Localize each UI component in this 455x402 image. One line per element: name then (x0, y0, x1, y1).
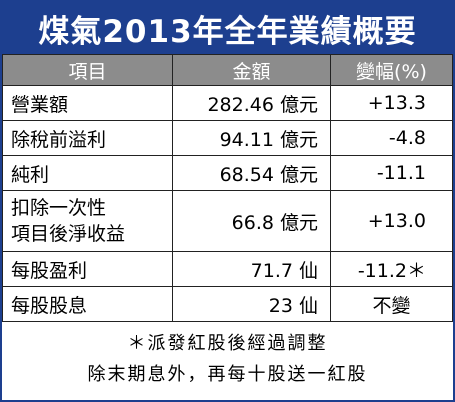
results-table: 項目 金額 變幅(%) 營業額 282.46 億元 +13.3 除稅前溢利 94.11 億元… (2, 54, 453, 322)
table-row: 每股股息 23 仙不變 (2, 286, 453, 322)
table-cell: +13.0 (330, 190, 453, 252)
table-cell: 營業額 (2, 85, 173, 121)
table-row: 純利 68.54 億元 -11.1 (2, 155, 453, 191)
header-row: 項目 金額 變幅(%) (2, 54, 453, 86)
column-header: 項目 (2, 54, 173, 86)
table-row: 扣除一次性 項目後淨收益 66.8 億元 +13.0 (2, 190, 453, 252)
cell-line: 項目後淨收益 (11, 223, 126, 245)
table-cell: 66.8 億元 (172, 190, 331, 252)
table-cell: 除稅前溢利 (2, 120, 173, 156)
footnote: ＊派發紅股後經過調整 (127, 333, 328, 354)
table-row: 每股盈利 71.7 仙 -11.2＊ (2, 251, 453, 287)
table-cell: -11.1 (330, 155, 453, 191)
table-cell: 68.54 億元 (172, 155, 331, 191)
title: 煤氣2013年全年業績概要 (2, 2, 453, 54)
table-cell: 純利 (2, 155, 173, 191)
column-header: 變幅(%) (330, 54, 453, 86)
table-cell: -11.2＊ (330, 251, 453, 287)
table-cell: 扣除一次性項目後淨收益 (2, 190, 173, 252)
footnote: 除末期息外，再每十股送一紅股 (87, 364, 368, 385)
table-body: 營業額 282.46 億元 +13.3 除稅前溢利 94.11 億元 -4.8 純利 68.5… (2, 85, 453, 322)
table-cell: 23 仙 (172, 286, 331, 322)
footnotes: ＊派發紅股後經過調整除末期息外，再每十股送一紅股 (2, 322, 453, 390)
table-row: 除稅前溢利 94.11 億元 -4.8 (2, 120, 453, 156)
table-cell: -4.8 (330, 120, 453, 156)
table-cell: 不變 (330, 286, 453, 322)
table-cell: 71.7 仙 (172, 251, 331, 287)
table-cell: 每股盈利 (2, 251, 173, 287)
table-cell: 282.46 億元 (172, 85, 331, 121)
cell-line: 扣除一次性 (11, 197, 107, 219)
table-cell: +13.3 (330, 85, 453, 121)
table-cell: 94.11 億元 (172, 120, 331, 156)
column-header: 金額 (172, 54, 331, 86)
table-row: 營業額 282.46 億元 +13.3 (2, 85, 453, 121)
table-cell: 每股股息 (2, 286, 173, 322)
